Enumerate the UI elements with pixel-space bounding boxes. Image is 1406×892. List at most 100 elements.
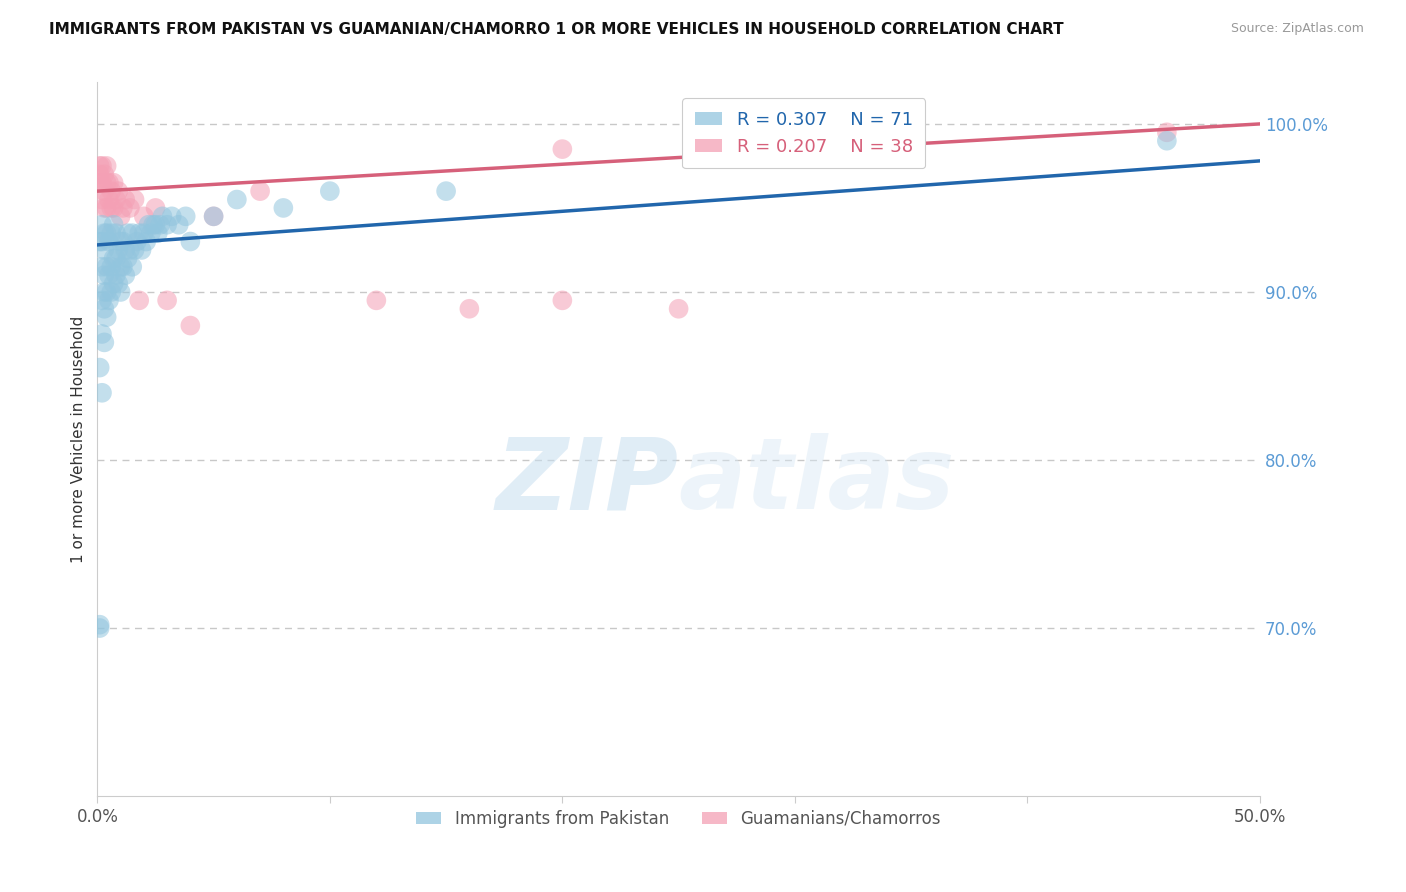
Point: [1156, 134, 1178, 148]
Point: [93, 201, 115, 215]
Point: [145, 201, 167, 215]
Text: atlas: atlas: [679, 434, 955, 531]
Point: [89, 159, 111, 173]
Point: [100, 285, 122, 299]
Point: [103, 201, 125, 215]
Point: [98, 235, 121, 249]
Point: [551, 293, 574, 308]
Point: [98, 293, 121, 308]
Point: [156, 293, 179, 308]
Text: IMMIGRANTS FROM PAKISTAN VS GUAMANIAN/CHAMORRO 1 OR MORE VEHICLES IN HOUSEHOLD C: IMMIGRANTS FROM PAKISTAN VS GUAMANIAN/CH…: [49, 22, 1064, 37]
Point: [132, 226, 155, 240]
Point: [91, 293, 114, 308]
Point: [807, 142, 830, 156]
Point: [111, 235, 134, 249]
Point: [93, 226, 115, 240]
Point: [1156, 125, 1178, 139]
Point: [91, 176, 114, 190]
Point: [100, 260, 122, 274]
Point: [114, 268, 136, 282]
Point: [110, 260, 132, 274]
Text: ZIP: ZIP: [495, 434, 679, 531]
Point: [91, 235, 114, 249]
Point: [107, 277, 129, 291]
Point: [273, 201, 295, 215]
Point: [89, 617, 111, 632]
Point: [93, 167, 115, 181]
Point: [128, 293, 150, 308]
Point: [142, 218, 165, 232]
Point: [91, 193, 114, 207]
Point: [93, 301, 115, 316]
Point: [202, 210, 225, 224]
Point: [114, 193, 136, 207]
Point: [103, 252, 125, 266]
Point: [117, 226, 139, 240]
Point: [100, 226, 122, 240]
Point: [104, 252, 127, 266]
Point: [96, 285, 118, 299]
Point: [366, 293, 388, 308]
Point: [93, 285, 115, 299]
Point: [98, 268, 121, 282]
Point: [89, 176, 111, 190]
Point: [91, 385, 114, 400]
Point: [160, 210, 183, 224]
Legend: Immigrants from Pakistan, Guamanians/Chamorros: Immigrants from Pakistan, Guamanians/Cha…: [409, 803, 948, 834]
Point: [104, 193, 127, 207]
Point: [167, 218, 190, 232]
Point: [179, 318, 201, 333]
Point: [107, 184, 129, 198]
Point: [104, 268, 127, 282]
Point: [91, 260, 114, 274]
Point: [179, 235, 201, 249]
Point: [125, 235, 148, 249]
Point: [124, 243, 146, 257]
Point: [107, 243, 129, 257]
Point: [100, 201, 122, 215]
Point: [98, 193, 121, 207]
Point: [89, 235, 111, 249]
Point: [121, 260, 143, 274]
Point: [103, 218, 125, 232]
Point: [132, 210, 155, 224]
Point: [124, 193, 146, 207]
Point: [174, 210, 197, 224]
Point: [103, 277, 125, 291]
Point: [225, 193, 247, 207]
Point: [96, 260, 118, 274]
Point: [96, 176, 118, 190]
Point: [118, 201, 141, 215]
Point: [117, 252, 139, 266]
Point: [93, 268, 115, 282]
Point: [89, 167, 111, 181]
Point: [128, 226, 150, 240]
Point: [668, 301, 690, 316]
Point: [458, 301, 481, 316]
Point: [152, 210, 174, 224]
Point: [103, 176, 125, 190]
Point: [319, 184, 342, 198]
Point: [91, 218, 114, 232]
Point: [100, 184, 122, 198]
Point: [93, 243, 115, 257]
Point: [104, 226, 127, 240]
Point: [96, 201, 118, 215]
Point: [110, 210, 132, 224]
Point: [138, 218, 160, 232]
Point: [149, 218, 172, 232]
Point: [114, 243, 136, 257]
Point: [146, 226, 169, 240]
Point: [118, 243, 141, 257]
Point: [96, 159, 118, 173]
Point: [434, 184, 457, 198]
Point: [110, 285, 132, 299]
Point: [89, 621, 111, 635]
Point: [551, 142, 574, 156]
Y-axis label: 1 or more Vehicles in Household: 1 or more Vehicles in Household: [72, 316, 86, 563]
Point: [202, 210, 225, 224]
Point: [96, 226, 118, 240]
Point: [98, 176, 121, 190]
Text: Source: ZipAtlas.com: Source: ZipAtlas.com: [1230, 22, 1364, 36]
Point: [111, 201, 134, 215]
